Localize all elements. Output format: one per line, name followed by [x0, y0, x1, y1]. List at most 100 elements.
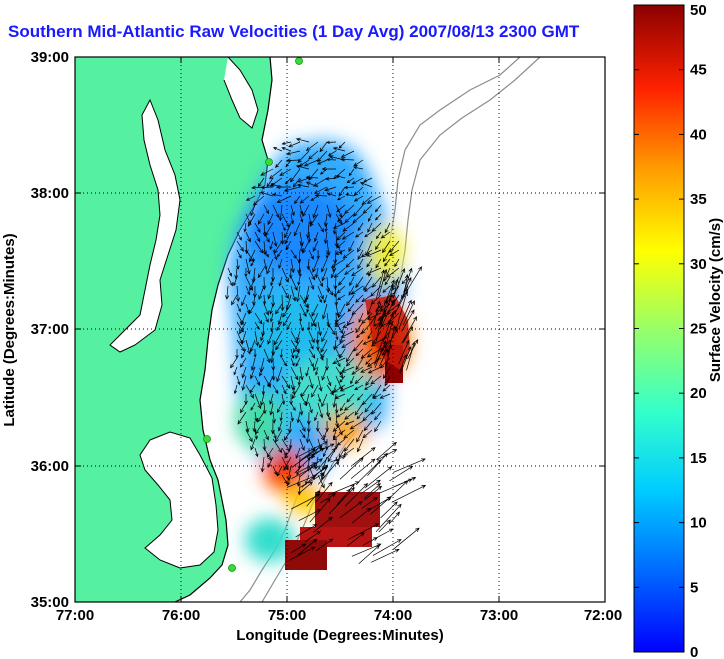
velocity-arrow: [308, 276, 315, 290]
velocity-arrow: [307, 231, 312, 243]
velocity-arrow: [304, 285, 310, 302]
velocity-arrow: [336, 411, 346, 418]
velocity-arrow: [375, 258, 382, 269]
velocity-arrow: [373, 337, 385, 366]
velocity-arrow: [332, 393, 337, 409]
velocity-arrow: [362, 429, 373, 439]
velocity-arrow: [355, 321, 364, 334]
velocity-arrow: [334, 438, 339, 450]
velocity-arrow: [250, 402, 256, 411]
radar-stations: [203, 57, 303, 572]
velocity-arrow: [367, 303, 373, 316]
velocity-arrow: [366, 258, 373, 268]
velocity-arrow: [275, 429, 283, 443]
velocity-arrow: [355, 357, 364, 371]
velocity-arrow: [240, 312, 247, 326]
velocity-arrow: [295, 524, 318, 538]
velocity-arrow: [303, 159, 319, 167]
velocity-arrow: [296, 465, 301, 476]
velocity-arrow: [241, 330, 247, 345]
station-marker: [295, 57, 303, 65]
velocity-arrow: [247, 213, 256, 228]
velocity-arrow: [356, 330, 364, 339]
velocity-arrow: [388, 511, 401, 525]
velocity-arrow: [407, 338, 419, 360]
velocity-arrow: [339, 500, 363, 519]
velocity-arrow: [348, 168, 355, 177]
velocity-arrow: [401, 309, 415, 332]
velocity-arrow: [344, 483, 369, 507]
velocity-arrow: [277, 420, 283, 432]
velocity-arrow: [303, 443, 335, 459]
velocity-arrow: [263, 348, 271, 364]
velocity-arrow: [273, 330, 283, 346]
velocity-arrow: [334, 402, 339, 414]
x-axis-label: Longitude (Degrees:Minutes): [236, 627, 444, 644]
velocity-arrow: [339, 402, 346, 412]
velocity-arrow: [296, 411, 301, 424]
velocity-arrow: [282, 312, 292, 327]
velocity-arrow: [362, 339, 373, 345]
velocity-arrow: [305, 366, 310, 377]
velocity-arrow: [360, 249, 373, 258]
velocity-arrow: [275, 339, 283, 351]
velocity-arrow: [311, 312, 319, 327]
velocity-arrow: [343, 429, 355, 439]
velocity-arrow: [262, 402, 267, 415]
velocity-arrow: [276, 195, 292, 203]
velocity-arrow: [295, 348, 301, 360]
velocity-arrow: [256, 411, 265, 423]
x-tick-label: 76:00: [162, 607, 200, 624]
velocity-arrow: [333, 339, 346, 350]
velocity-arrow: [328, 487, 355, 515]
velocity-arrow: [371, 222, 382, 232]
velocity-arrow: [290, 213, 295, 225]
velocity-arrow: [266, 447, 274, 458]
velocity-arrow: [279, 168, 292, 176]
velocity-arrow: [281, 375, 291, 389]
station-marker: [228, 564, 236, 572]
velocity-arrow: [361, 496, 378, 509]
velocity-arrow: [284, 222, 292, 239]
velocity-arrow: [357, 249, 364, 261]
velocity-arrow: [330, 258, 346, 268]
velocity-arrow: [375, 231, 382, 240]
velocity-arrow: [326, 240, 331, 257]
velocity-arrow: [305, 393, 310, 406]
colorbar-label: Surface Velocity (cm/s): [707, 218, 724, 382]
velocity-arrow: [290, 249, 297, 260]
velocity-arrow: [276, 465, 283, 477]
velocity-arrow: [281, 438, 291, 452]
velocity-arrow: [341, 366, 355, 373]
velocity-arrow: [367, 357, 382, 367]
velocity-arrow: [384, 375, 391, 387]
velocity-arrow: [293, 222, 301, 237]
velocity-arrow: [351, 267, 364, 277]
velocity-arrow: [330, 455, 347, 463]
velocity-arrow: [278, 258, 283, 269]
velocity-arrow: [356, 393, 364, 401]
velocity-arrow: [272, 231, 278, 248]
velocity-arrow: [364, 384, 373, 390]
velocity-arrow: [356, 429, 364, 443]
velocity-arrow: [356, 411, 364, 420]
velocity-arrow: [333, 168, 346, 180]
velocity-arrow: [398, 339, 410, 365]
velocity-arrow: [281, 393, 286, 405]
velocity-arrow: [308, 249, 314, 260]
velocity-arrow: [284, 447, 292, 459]
bay-coastline: [109, 57, 259, 569]
colorbar: [633, 4, 685, 653]
velocity-arrow: [312, 516, 333, 533]
velocity-arrow: [353, 195, 364, 202]
velocity-arrow: [371, 402, 382, 415]
velocity-arrow: [374, 213, 382, 221]
velocity-arrow: [254, 312, 263, 325]
velocity-arrow: [326, 192, 337, 197]
velocity-arrow: [380, 231, 391, 239]
velocity-arrow: [263, 429, 269, 441]
velocity-arrow: [399, 346, 412, 374]
velocity-arrow: [308, 150, 319, 160]
velocity-arrow: [237, 411, 247, 425]
velocity-arrow: [263, 258, 268, 271]
